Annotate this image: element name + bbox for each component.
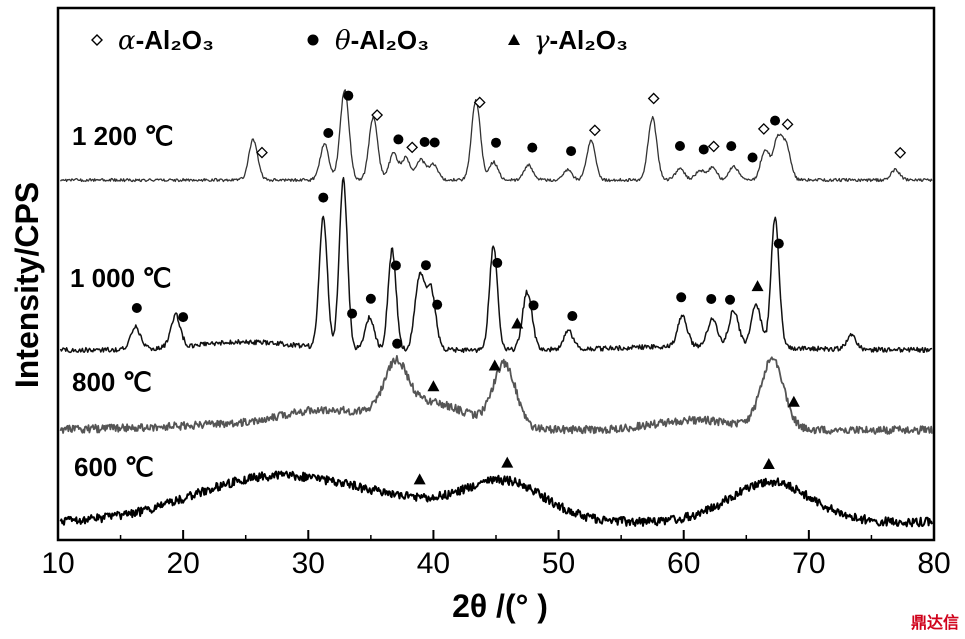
legend-alpha-symbol: α [118, 26, 136, 56]
theta-marker [429, 137, 440, 148]
theta-marker [390, 260, 401, 271]
theta-marker [365, 293, 376, 304]
gamma-marker [511, 317, 524, 329]
theta-marker [706, 293, 717, 304]
alpha-marker [781, 118, 794, 131]
theta-marker [343, 90, 354, 101]
svg-text:α-Al₂O₃: α-Al₂O₃ [118, 25, 214, 56]
theta-marker [698, 144, 709, 155]
x-tick-label: 50 [542, 547, 575, 580]
y-axis-title: Intensity/CPS [9, 182, 45, 388]
xrd-curve-1 [59, 176, 933, 354]
legend-theta-symbol: θ [335, 26, 351, 56]
alpha-marker [588, 124, 601, 137]
x-tick-label: 40 [417, 547, 450, 580]
theta-marker [420, 260, 431, 271]
theta-marker [131, 302, 142, 313]
theta-marker [528, 300, 539, 311]
legend-gamma-text: -Al₂O₃ [550, 25, 628, 55]
theta-marker [318, 192, 329, 203]
x-tick-label: 70 [792, 547, 825, 580]
theta-marker [393, 134, 404, 145]
gamma-marker [413, 473, 426, 485]
alpha-marker [371, 109, 384, 121]
watermark-logo: 鼎达信 [910, 613, 959, 632]
theta-marker [392, 338, 403, 349]
legend-item-alpha: α-Al₂O₃ [91, 25, 214, 56]
theta-marker [773, 238, 784, 249]
gamma-marker [501, 456, 514, 468]
svg-text:γ-Al₂O₃: γ-Al₂O₃ [534, 25, 628, 56]
gamma-marker [488, 359, 501, 371]
alpha-marker [647, 92, 660, 105]
theta-marker [323, 127, 334, 138]
x-axis-ticks: 10 20 30 40 50 60 70 80 [41, 530, 951, 580]
theta-marker [770, 115, 781, 126]
legend-theta-text: -Al₂O₃ [351, 25, 429, 55]
gamma-marker [751, 280, 764, 292]
alpha-marker [707, 140, 720, 153]
theta-marker [674, 140, 685, 151]
x-axis-title: 2θ /(° ) [452, 588, 548, 624]
x-tick-label: 20 [166, 547, 199, 580]
series-label-800: 800 ℃ [72, 367, 152, 397]
alpha-marker [473, 96, 486, 109]
svg-text:θ-Al₂O₃: θ-Al₂O₃ [335, 25, 429, 56]
alpha-marker [256, 146, 268, 159]
theta-marker [725, 294, 736, 305]
legend-circle-icon [307, 34, 319, 46]
theta-marker [491, 137, 501, 148]
legend-diamond-icon [91, 34, 103, 46]
x-tick-label: 10 [41, 547, 74, 580]
diffraction-curves [59, 89, 934, 528]
alpha-marker [757, 122, 770, 135]
theta-marker [567, 311, 578, 322]
gamma-marker [762, 458, 775, 470]
legend-item-theta: θ-Al₂O₃ [307, 25, 429, 56]
xrd-curve-2 [59, 355, 933, 435]
gamma-marker [427, 380, 440, 392]
theta-marker [747, 152, 758, 163]
legend-triangle-icon [508, 34, 520, 45]
legend-alpha-text: -Al₂O₃ [136, 25, 214, 55]
xrd-curve-3 [59, 470, 934, 528]
theta-marker [178, 312, 189, 323]
legend-gamma-symbol: γ [534, 26, 550, 56]
legend: α-Al₂O₃ θ-Al₂O₃ γ-Al₂O₃ [91, 25, 628, 56]
xrd-curve-0 [59, 89, 933, 183]
x-tick-label: 60 [667, 547, 700, 580]
theta-marker [726, 141, 737, 152]
alpha-marker [894, 146, 907, 159]
series-label-1200: 1 200 ℃ [72, 121, 174, 151]
theta-marker [492, 257, 503, 268]
gamma-marker [787, 395, 800, 407]
alpha-marker [406, 141, 419, 154]
theta-marker [566, 146, 577, 157]
theta-marker [432, 299, 443, 310]
theta-marker [419, 136, 430, 147]
series-label-1000: 1 000 ℃ [70, 263, 172, 293]
theta-marker [676, 292, 687, 303]
series-label-600: 600 ℃ [74, 452, 154, 482]
legend-item-gamma: γ-Al₂O₃ [508, 25, 628, 56]
x-tick-label: 80 [917, 547, 950, 580]
theta-marker [527, 142, 538, 153]
x-tick-label: 30 [292, 547, 325, 580]
theta-marker [347, 308, 358, 319]
phase-markers [131, 90, 907, 485]
